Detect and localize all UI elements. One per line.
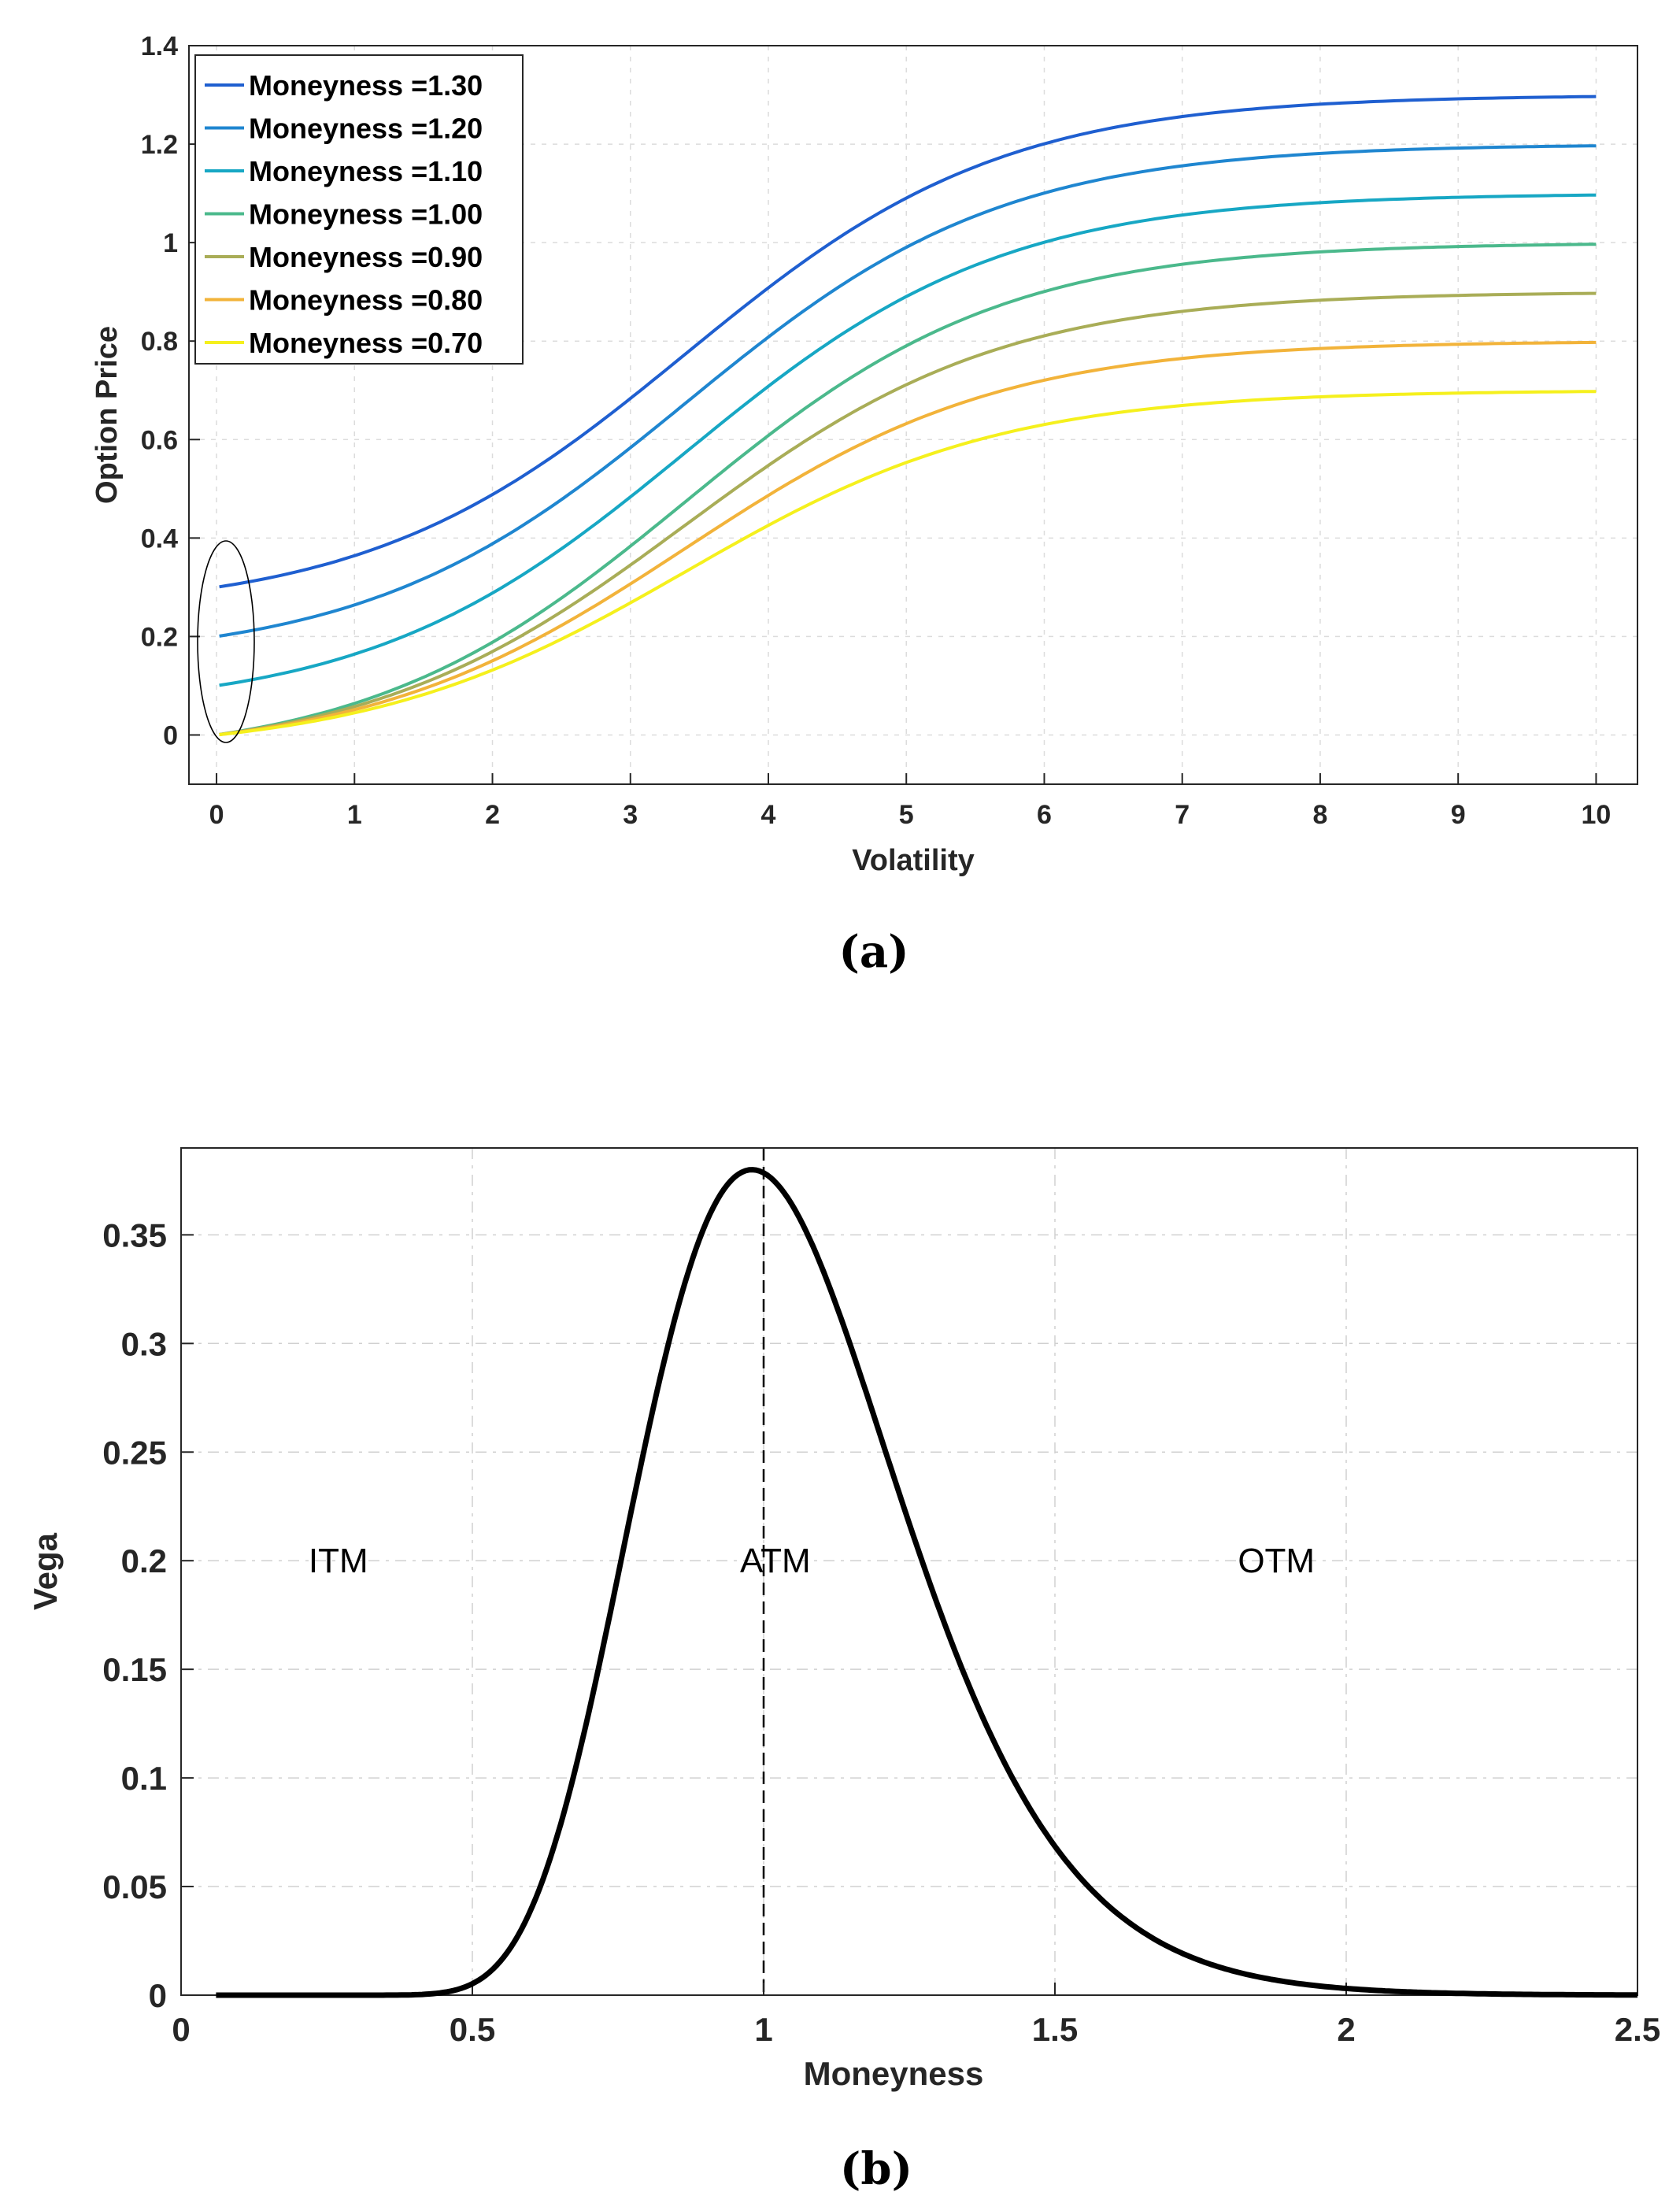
chart-b-ylabel: Vega [27,1532,64,1610]
chart-b-ytick-label: 0.2 [121,1542,167,1579]
chart-b-ytick-label: 0.25 [102,1434,167,1471]
chart-a: 0 1 2 3 4 5 6 7 8 9 10 0 0.2 0.4 0.6 0.8 1 1.2 1.4 Moneyne… [91,31,1638,978]
chart-a-xtick-label: 10 [1582,800,1612,830]
chart-a-ytick-label: 0 [163,720,178,750]
chart-a-ytick-label: 1.4 [141,31,178,61]
chart-b-xtick-label: 0.5 [450,2011,495,2048]
chart-a-ytick-label: 1.2 [141,130,178,160]
chart-a-xtick-label: 8 [1312,800,1327,830]
chart-a-xtick-label: 7 [1175,800,1190,830]
chart-b-regions: ITM ATM OTM [309,1542,1315,1580]
chart-a-xtick-label: 5 [899,800,914,830]
chart-a-legend-label: Moneyness =1.10 [249,155,483,187]
chart-b-series [216,1167,1637,1998]
chart-a-xtick-label: 1 [347,800,362,830]
chart-b-ytick-label: 0.1 [121,1760,167,1797]
chart-b-ticks: 0 0.5 1 1.5 2 2.5 0 0.05 0.1 0.15 0.2 0.25 0.3 0.35 [102,1216,1660,2048]
chart-a-ytick-label: 0.2 [141,622,178,652]
chart-a-xtick-label: 3 [623,800,638,830]
chart-b-xlabel: Moneyness [804,2055,984,2092]
chart-a-xtick-label: 4 [761,800,776,830]
chart-a-legend-label: Moneyness =1.00 [249,198,483,231]
chart-b-ytick-label: 0.05 [102,1868,167,1905]
chart-a-series-line [219,94,1597,589]
chart-a-xtick-label: 6 [1037,800,1052,830]
chart-b-ytick-label: 0.15 [102,1651,167,1688]
chart-b-ytick-label: 0 [149,1977,167,2014]
chart-a-legend-label: Moneyness =0.70 [249,327,483,359]
chart-b-xtick-label: 2.5 [1615,2011,1660,2048]
chart-b-ytick-label: 0.3 [121,1325,167,1362]
chart-a-series-line [219,340,1597,736]
chart-b-region-label: OTM [1238,1542,1315,1580]
chart-a-xlabel: Volatility [852,844,975,877]
chart-a-ticks: 0 1 2 3 4 5 6 7 8 9 10 0 0.2 0.4 0.6 0.8 1 1.2 1.4 [141,31,1612,830]
chart-b-region-label: ITM [309,1542,368,1580]
chart-a-series-line [219,193,1597,687]
chart-a-xtick-label: 2 [485,800,500,830]
chart-a-xtick-label: 9 [1451,800,1466,830]
chart-b-grid [181,1148,1637,1995]
chart-a-series-line [219,291,1597,736]
chart-a-legend-label: Moneyness =0.80 [249,284,483,317]
chart-a-ytick-label: 0.6 [141,425,178,455]
chart-a-legend-label: Moneyness =1.20 [249,113,483,145]
chart-b-xtick-label: 1.5 [1032,2011,1078,2048]
chart-a-legend: Moneyness =1.30 Moneyness =1.20 Moneyness … [194,54,524,365]
chart-a-legend-box [194,54,524,365]
chart-b-plot-frame [180,1147,1638,1996]
chart-a-plot-frame [188,45,1638,785]
chart-a-ylabel: Option Price [91,326,124,504]
chart-a-series [219,94,1597,737]
chart-b-vega-curve [216,1167,1637,1998]
chart-a-legend-label: Moneyness =1.30 [249,69,483,102]
chart-b-ytick-label: 0.35 [102,1216,167,1253]
chart-a-legend-label: Moneyness =0.90 [249,241,483,273]
chart-b-xtick-label: 1 [754,2011,772,2048]
chart-a-series-line [219,390,1597,737]
chart-a-annotation-ellipse [197,540,255,743]
chart-b-panel-label: (b) [840,2143,912,2192]
chart-a-series-line [219,144,1597,638]
chart-b-xtick-label: 2 [1337,2011,1355,2048]
chart-a-ytick-label: 1 [163,228,178,258]
chart-a-ytick-label: 0.4 [141,524,178,554]
chart-a-ytick-label: 0.8 [141,327,178,357]
chart-a-series-line [219,243,1597,736]
chart-a-xtick-label: 0 [209,800,224,830]
chart-b-xtick-label: 0 [172,2011,190,2048]
chart-b: 0 0.5 1 1.5 2 2.5 0 0.05 0.1 0.15 0.2 0.25 0.3 0.35 I… [27,1147,1660,2192]
chart-b-region-label: ATM [740,1542,811,1580]
chart-a-panel-label: (a) [838,926,908,978]
